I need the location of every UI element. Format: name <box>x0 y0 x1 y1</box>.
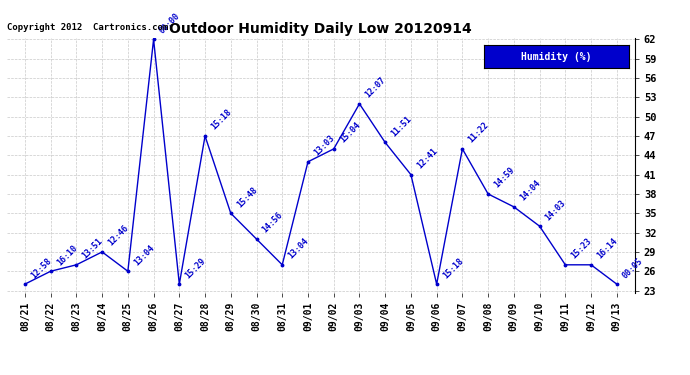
Text: Copyright 2012  Cartronics.com: Copyright 2012 Cartronics.com <box>7 23 168 32</box>
Text: 12:58: 12:58 <box>29 256 53 280</box>
Text: 14:03: 14:03 <box>544 198 568 222</box>
Text: 14:59: 14:59 <box>492 166 516 190</box>
Text: 13:51: 13:51 <box>81 237 105 261</box>
Text: 15:18: 15:18 <box>209 108 233 132</box>
Text: 00:00: 00:00 <box>158 11 181 35</box>
Text: 13:03: 13:03 <box>312 134 336 158</box>
Text: 13:04: 13:04 <box>132 243 156 267</box>
Text: 11:22: 11:22 <box>466 121 491 145</box>
Text: 00:05: 00:05 <box>621 256 645 280</box>
Text: 16:14: 16:14 <box>595 237 619 261</box>
Text: 13:04: 13:04 <box>286 237 310 261</box>
Text: 12:41: 12:41 <box>415 147 439 171</box>
Text: 14:04: 14:04 <box>518 178 542 203</box>
Text: 12:46: 12:46 <box>106 224 130 248</box>
Text: 14:56: 14:56 <box>261 211 285 235</box>
Text: 16:10: 16:10 <box>55 243 79 267</box>
Text: 15:04: 15:04 <box>338 121 362 145</box>
Text: 15:18: 15:18 <box>441 256 465 280</box>
Title: Outdoor Humidity Daily Low 20120914: Outdoor Humidity Daily Low 20120914 <box>170 22 472 36</box>
Text: 15:48: 15:48 <box>235 185 259 209</box>
Text: 12:07: 12:07 <box>364 76 388 100</box>
Text: 11:51: 11:51 <box>389 114 413 138</box>
Text: 15:23: 15:23 <box>569 237 593 261</box>
Text: 15:29: 15:29 <box>184 256 208 280</box>
